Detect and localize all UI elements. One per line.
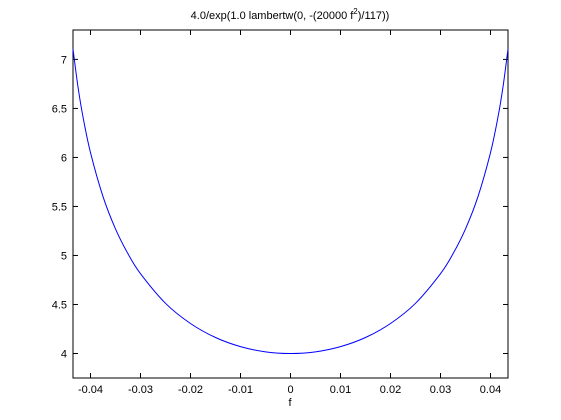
x-tick-label: 0: [287, 384, 293, 396]
y-tick-label: 4: [61, 348, 67, 360]
x-tick-label: -0.03: [128, 384, 153, 396]
chart-title: 4.0/exp(1.0 lambertw(0, -(20000 f2)/117)…: [191, 7, 390, 22]
title-superscript: 2: [353, 7, 358, 16]
x-axis-label: f: [288, 397, 292, 409]
x-tick-label: -0.04: [78, 384, 103, 396]
y-tick-label: 6: [61, 152, 67, 164]
x-tick-label: -0.01: [228, 384, 253, 396]
x-tick-label: 0.03: [430, 384, 451, 396]
title-part: 4.0/exp(1.0 lambertw(0, -(20000 f: [191, 10, 355, 22]
y-tick-label: 5.5: [52, 201, 67, 213]
title-part: )/117)): [358, 10, 390, 22]
y-tick-label: 4.5: [52, 299, 67, 311]
x-tick-label: 0.04: [480, 384, 501, 396]
y-tick-label: 6.5: [52, 103, 67, 115]
y-tick-label: 7: [61, 54, 67, 66]
plot-area: [72, 29, 509, 379]
x-tick-label: -0.02: [178, 384, 203, 396]
y-tick-label: 5: [61, 250, 67, 262]
data-line: [72, 48, 509, 354]
x-tick-label: 0.02: [380, 384, 401, 396]
x-tick-label: 0.01: [330, 384, 351, 396]
